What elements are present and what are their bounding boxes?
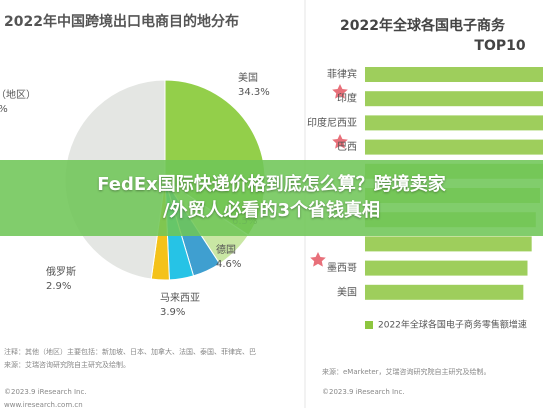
bar [365, 67, 543, 82]
slice-label: 德国 [216, 243, 236, 256]
bar [365, 139, 543, 155]
category-label: 墨西哥 [327, 262, 357, 274]
star [332, 134, 348, 149]
legend-swatch [365, 321, 373, 329]
slice-value: 34.3% [238, 87, 270, 98]
category-label: 菲律宾 [327, 68, 357, 81]
star [310, 252, 326, 267]
bar [365, 115, 543, 131]
bar [365, 236, 532, 252]
bar-title: 2022年全球各国电子商务 [340, 17, 506, 34]
category-label: 美国 [337, 285, 357, 298]
slice-label: 美国 [238, 71, 258, 84]
slice-value: 3.9% [160, 307, 185, 318]
footnote: 来源：eMarketer，艾瑞咨询研究院自主研究及绘制。 [322, 367, 491, 376]
category-label: 印度 [337, 92, 357, 105]
slice-label: 俄罗斯 [46, 265, 76, 278]
bar [365, 284, 524, 300]
category-label: 印度尼西亚 [307, 116, 357, 129]
footnote: 来源：艾瑞咨询研究院自主研究及绘制。 [4, 360, 130, 369]
slice-label: 马来西亚 [160, 292, 200, 304]
footnote: www.iresearch.com.cn [4, 401, 83, 408]
slice-value: 2.9% [46, 281, 71, 292]
banner-line: FedEx国际快递价格到底怎么算？跨境卖家 [97, 174, 446, 195]
banner-line: /外贸人必看的3个省钱真相 [162, 200, 381, 221]
footnote: ©2023.9 iResearch Inc. [322, 388, 405, 396]
legend-label: 2022年全球各国电子商务零售额增速 [378, 319, 527, 331]
slice-value: 4.6% [216, 259, 241, 270]
slice-value: 47.8% [0, 104, 8, 115]
bar-subtitle: TOP10 [474, 38, 525, 54]
footnote: ©2023.9 iResearch Inc. [4, 388, 87, 396]
footnote: 注释：其他（地区）主要包括：新加坡、日本、加拿大、法国、泰国、菲律宾、巴 [4, 347, 256, 356]
bar [365, 260, 528, 276]
slice-label: 其他（地区） [0, 88, 36, 101]
star [332, 84, 348, 99]
category-label: 巴西 [337, 141, 357, 153]
pie-title: 2022年中国跨境出口电商目的地分布 [4, 13, 239, 30]
bar [365, 91, 543, 107]
title-banner: FedEx国际快递价格到底怎么算？跨境卖家 /外贸人必看的3个省钱真相 [0, 160, 543, 236]
